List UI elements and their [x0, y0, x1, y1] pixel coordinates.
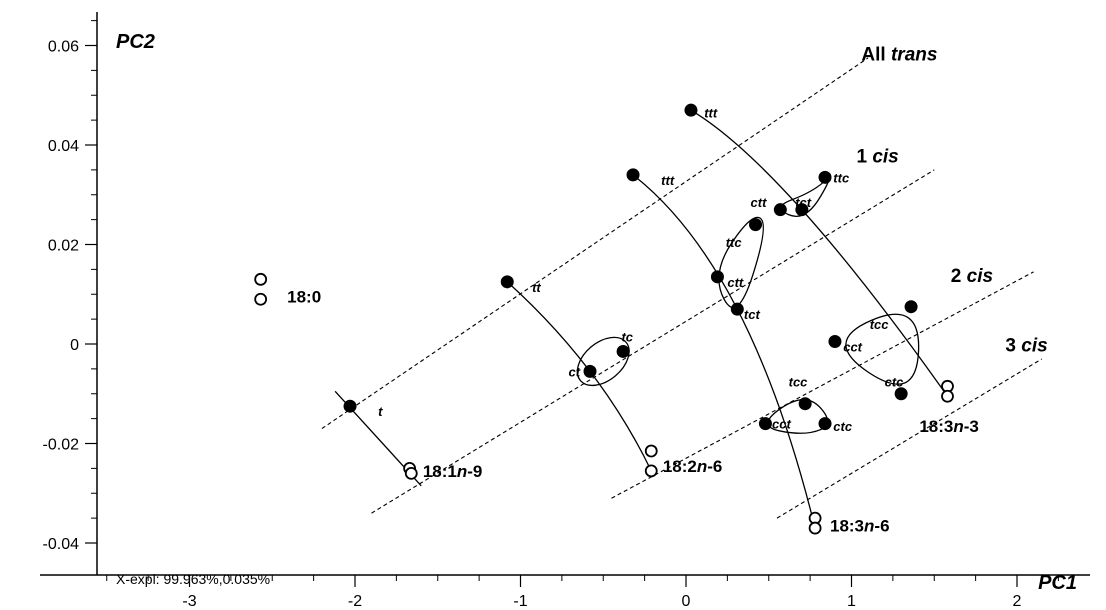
x-tick-label: -2	[348, 593, 362, 610]
open-point	[644, 464, 658, 478]
dashed-isomer-line	[371, 169, 935, 514]
open-point	[404, 466, 418, 480]
compound-label: 18:3n-3	[919, 417, 979, 436]
x-tick-label: 0	[682, 593, 691, 610]
open-point	[254, 272, 268, 286]
dashed-line-label: 1 cis	[856, 146, 898, 167]
isomer-point-label: ctc	[833, 419, 853, 434]
y-tick-label: 0.04	[48, 138, 79, 155]
y-axis-label: PC2	[116, 31, 155, 53]
compound-label: 18:0	[287, 288, 321, 307]
isomer-point-label: tt	[532, 280, 541, 295]
filled-point	[343, 399, 357, 413]
y-tick-label: 0.02	[48, 238, 79, 255]
open-point	[254, 292, 268, 306]
open-point	[808, 521, 822, 535]
isomer-point-label: ttt	[661, 173, 675, 188]
isomer-point-label: tc	[621, 330, 633, 345]
filled-point	[710, 270, 724, 284]
isomer-group-outline	[767, 399, 829, 434]
isomer-group-outline	[576, 336, 630, 387]
isomer-point-label: ctt	[751, 195, 768, 210]
isomer-point-label: tct	[744, 307, 761, 322]
isomer-point-label: ctt	[727, 275, 744, 290]
x-axis-label: PC1	[1038, 572, 1077, 594]
y-tick-label: -0.02	[43, 437, 80, 454]
y-tick-label: -0.04	[43, 536, 80, 553]
isomer-point-label: tcc	[870, 317, 890, 332]
x-tick-label: -1	[513, 593, 527, 610]
explained-variance-note: X-expl: 99.963%,0.035%	[116, 571, 270, 587]
filled-point	[894, 387, 908, 401]
filled-point	[798, 397, 812, 411]
dashed-isomer-line	[611, 271, 1034, 499]
filled-point	[684, 103, 698, 117]
filled-point	[828, 335, 842, 349]
isomer-point-label: tcc	[789, 374, 809, 389]
data-points	[254, 103, 954, 535]
filled-point	[500, 275, 514, 289]
isomer-group-outline	[718, 216, 764, 309]
filled-point	[583, 364, 597, 378]
cis-trans-dashed-lines	[321, 57, 1043, 519]
isomer-point-label: cct	[772, 417, 791, 432]
isomer-point-label: ttt	[704, 106, 718, 121]
filled-point	[749, 218, 763, 232]
isomer-curve	[690, 109, 949, 397]
compound-label: 18:2n-6	[663, 457, 723, 476]
dashed-isomer-line	[321, 57, 869, 430]
dashed-line-label: All trans	[861, 44, 937, 65]
filled-point	[773, 203, 787, 217]
filled-point	[818, 170, 832, 184]
x-tick-label: 2	[1013, 593, 1022, 610]
isomer-point-label: cct	[843, 339, 862, 354]
x-tick-label: -3	[182, 593, 196, 610]
isomer-point-label: tct	[795, 195, 812, 210]
isomer-point-label: ttc	[833, 170, 850, 185]
isomer-curve	[632, 174, 816, 529]
compound-label: 18:1n-9	[423, 462, 483, 481]
isomer-point-label: t	[378, 404, 383, 419]
filled-point	[904, 300, 918, 314]
x-tick-label: 1	[847, 593, 856, 610]
filled-point	[818, 417, 832, 431]
y-tick-label: 0	[70, 337, 79, 354]
dashed-line-label: 2 cis	[951, 266, 993, 287]
open-point	[941, 389, 954, 403]
compound-label: 18:3n-6	[830, 517, 890, 536]
isomer-point-label: ttc	[726, 235, 743, 250]
dashed-isomer-line	[776, 358, 1043, 519]
filled-point	[758, 417, 772, 431]
filled-point	[795, 203, 809, 217]
isomer-group-outline	[845, 313, 920, 385]
isomer-point-label: ct	[568, 364, 580, 379]
y-tick-label: 0.06	[48, 39, 79, 56]
dashed-line-label: 3 cis	[1005, 335, 1047, 356]
isomer-point-label: ctc	[885, 374, 905, 389]
filled-point	[626, 168, 640, 182]
axes: 0.06 0.04 0.02 0 -0.02 -0.04 -3 -2 -1 0 1 2	[40, 12, 1090, 610]
filled-point	[730, 302, 744, 316]
open-point	[644, 444, 658, 458]
filled-point	[616, 344, 630, 358]
